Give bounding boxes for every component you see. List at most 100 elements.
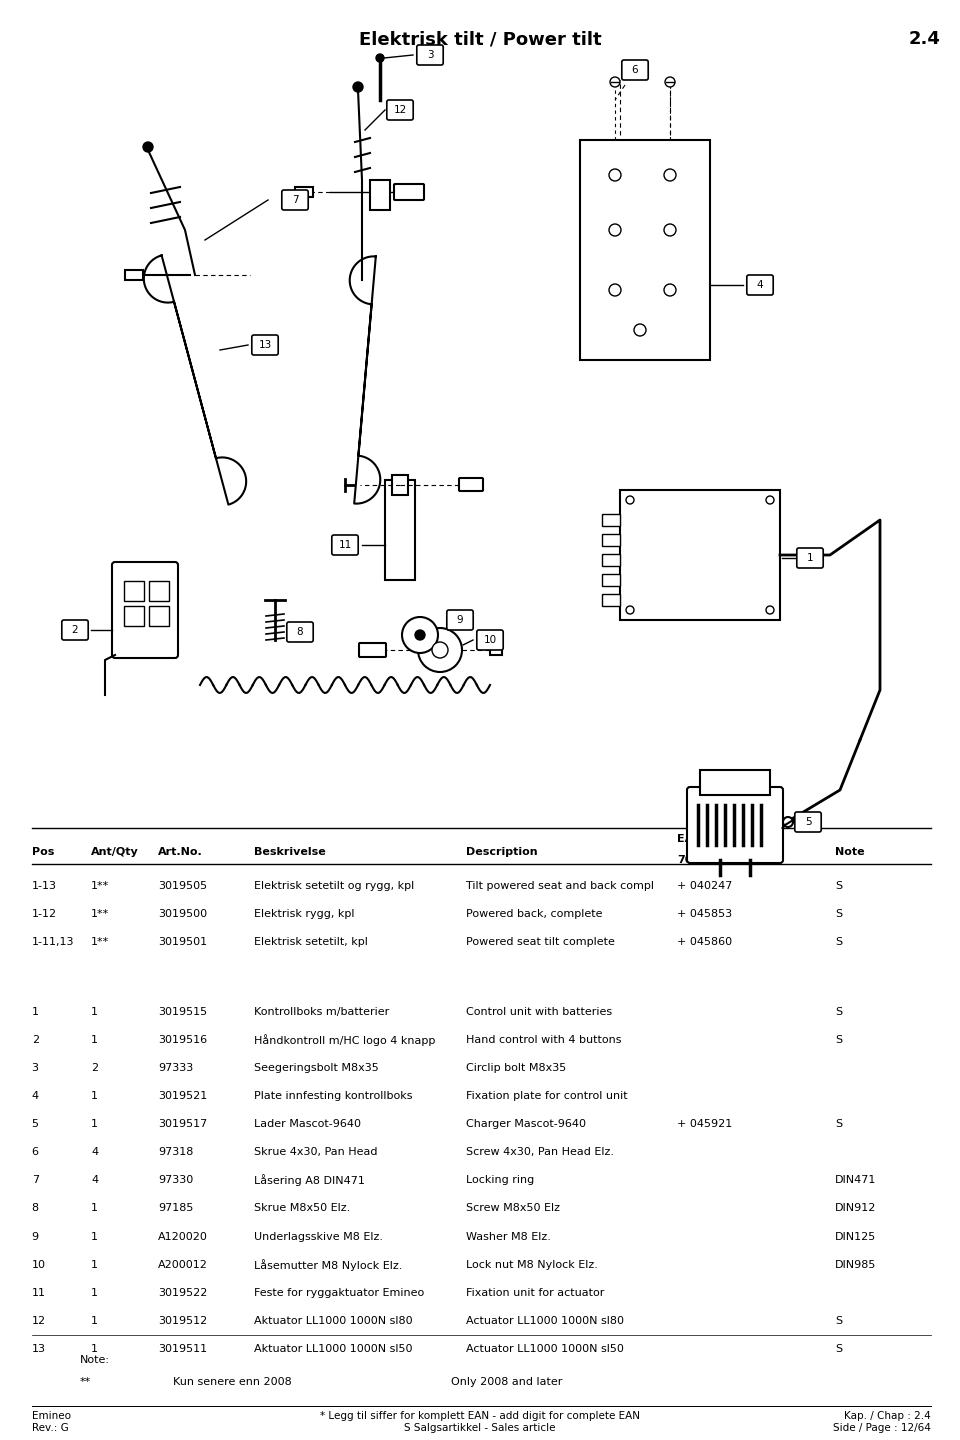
Text: Actuator LL1000 1000N sl80: Actuator LL1000 1000N sl80 [466, 1316, 624, 1326]
Text: Note:: Note: [80, 1355, 109, 1365]
Text: Elektrisk rygg, kpl: Elektrisk rygg, kpl [254, 909, 355, 919]
Text: Washer M8 Elz.: Washer M8 Elz. [466, 1231, 550, 1241]
Text: Fixation unit for actuator: Fixation unit for actuator [466, 1287, 604, 1297]
Text: S: S [835, 937, 842, 946]
Text: Only 2008 and later: Only 2008 and later [451, 1377, 563, 1387]
FancyBboxPatch shape [797, 549, 823, 567]
Text: 13: 13 [32, 1344, 46, 1354]
Text: A120020: A120020 [158, 1231, 208, 1241]
Text: DIN125: DIN125 [835, 1231, 876, 1241]
Text: Note: Note [835, 848, 865, 857]
FancyBboxPatch shape [332, 536, 358, 554]
Text: Skrue M8x50 Elz.: Skrue M8x50 Elz. [254, 1204, 350, 1214]
Text: Elektrisk setetilt, kpl: Elektrisk setetilt, kpl [254, 937, 369, 946]
Text: 3019517: 3019517 [158, 1119, 207, 1129]
Circle shape [418, 628, 462, 672]
Text: 97330: 97330 [158, 1175, 194, 1185]
Text: Elektrisk tilt / Power tilt: Elektrisk tilt / Power tilt [359, 30, 601, 48]
Text: Locking ring: Locking ring [466, 1175, 534, 1185]
Text: + 040247: + 040247 [677, 881, 732, 890]
Text: Screw M8x50 Elz: Screw M8x50 Elz [466, 1204, 560, 1214]
Text: 7070582: 7070582 [677, 855, 731, 865]
FancyBboxPatch shape [61, 621, 88, 639]
FancyBboxPatch shape [490, 645, 502, 655]
Text: 1: 1 [32, 1007, 38, 1017]
Text: Ant/Qty: Ant/Qty [91, 848, 139, 857]
FancyBboxPatch shape [295, 187, 313, 197]
Text: Aktuator LL1000 1000N sl50: Aktuator LL1000 1000N sl50 [254, 1344, 413, 1354]
FancyBboxPatch shape [282, 190, 308, 210]
FancyBboxPatch shape [149, 606, 169, 626]
Text: 8: 8 [32, 1204, 38, 1214]
Text: 12: 12 [32, 1316, 46, 1326]
Text: 2: 2 [32, 1035, 38, 1045]
FancyBboxPatch shape [459, 478, 483, 491]
FancyBboxPatch shape [602, 534, 620, 546]
FancyBboxPatch shape [622, 60, 648, 81]
FancyBboxPatch shape [124, 580, 144, 600]
Text: 7: 7 [32, 1175, 38, 1185]
Text: Låsering A8 DIN471: Låsering A8 DIN471 [254, 1175, 365, 1187]
Text: 97333: 97333 [158, 1063, 194, 1073]
Text: Håndkontroll m/HC logo 4 knapp: Håndkontroll m/HC logo 4 knapp [254, 1034, 436, 1045]
Circle shape [626, 495, 634, 504]
Text: 3019500: 3019500 [158, 909, 207, 919]
Text: Rev.: G: Rev.: G [32, 1423, 68, 1433]
Text: + 045860: + 045860 [677, 937, 732, 946]
Circle shape [353, 82, 363, 92]
Text: + 045921: + 045921 [677, 1119, 732, 1129]
Text: 10: 10 [32, 1260, 46, 1270]
Text: Beskrivelse: Beskrivelse [254, 848, 326, 857]
Circle shape [609, 168, 621, 181]
FancyBboxPatch shape [125, 271, 143, 279]
Text: Underlagsskive M8 Elz.: Underlagsskive M8 Elz. [254, 1231, 383, 1241]
Text: 4: 4 [32, 1092, 38, 1102]
Text: 5: 5 [32, 1119, 38, 1129]
FancyBboxPatch shape [385, 480, 415, 580]
Circle shape [609, 284, 621, 297]
Text: 3019521: 3019521 [158, 1092, 207, 1102]
Text: 97318: 97318 [158, 1148, 194, 1158]
Text: 1: 1 [91, 1287, 98, 1297]
Text: 3019501: 3019501 [158, 937, 207, 946]
Text: S: S [835, 1119, 842, 1129]
Text: A200012: A200012 [158, 1260, 208, 1270]
Text: 7: 7 [292, 194, 299, 204]
FancyBboxPatch shape [602, 554, 620, 566]
Text: 8: 8 [297, 626, 303, 636]
FancyBboxPatch shape [620, 490, 780, 621]
FancyBboxPatch shape [795, 812, 821, 832]
Text: 1: 1 [91, 1260, 98, 1270]
Text: **: ** [80, 1377, 91, 1387]
Text: 3019516: 3019516 [158, 1035, 207, 1045]
FancyBboxPatch shape [387, 99, 413, 120]
Text: 1: 1 [91, 1344, 98, 1354]
Circle shape [664, 284, 676, 297]
Circle shape [634, 324, 646, 336]
FancyBboxPatch shape [149, 580, 169, 600]
Text: Actuator LL1000 1000N sl50: Actuator LL1000 1000N sl50 [466, 1344, 623, 1354]
Text: 1: 1 [806, 553, 813, 563]
Text: Lader Mascot-9640: Lader Mascot-9640 [254, 1119, 361, 1129]
Text: EAN*: EAN* [677, 835, 708, 844]
FancyBboxPatch shape [287, 622, 313, 642]
Text: 1-13: 1-13 [32, 881, 57, 890]
Text: 1: 1 [91, 1204, 98, 1214]
Text: Elektrisk setetilt og rygg, kpl: Elektrisk setetilt og rygg, kpl [254, 881, 415, 890]
Text: 1: 1 [91, 1119, 98, 1129]
Text: 3019512: 3019512 [158, 1316, 207, 1326]
Text: Fixation plate for control unit: Fixation plate for control unit [466, 1092, 627, 1102]
Text: Plate innfesting kontrollboks: Plate innfesting kontrollboks [254, 1092, 413, 1102]
Text: Control unit with batteries: Control unit with batteries [466, 1007, 612, 1017]
Text: * Legg til siffer for komplett EAN - add digit for complete EAN: * Legg til siffer for komplett EAN - add… [320, 1411, 640, 1421]
Text: DIN471: DIN471 [835, 1175, 876, 1185]
Circle shape [610, 76, 620, 86]
FancyBboxPatch shape [580, 140, 710, 360]
Text: S: S [835, 1035, 842, 1045]
Circle shape [143, 143, 153, 153]
Text: 13: 13 [258, 340, 272, 350]
Text: 1: 1 [91, 1092, 98, 1102]
Text: S: S [835, 1007, 842, 1017]
FancyBboxPatch shape [747, 275, 773, 295]
FancyBboxPatch shape [394, 184, 424, 200]
